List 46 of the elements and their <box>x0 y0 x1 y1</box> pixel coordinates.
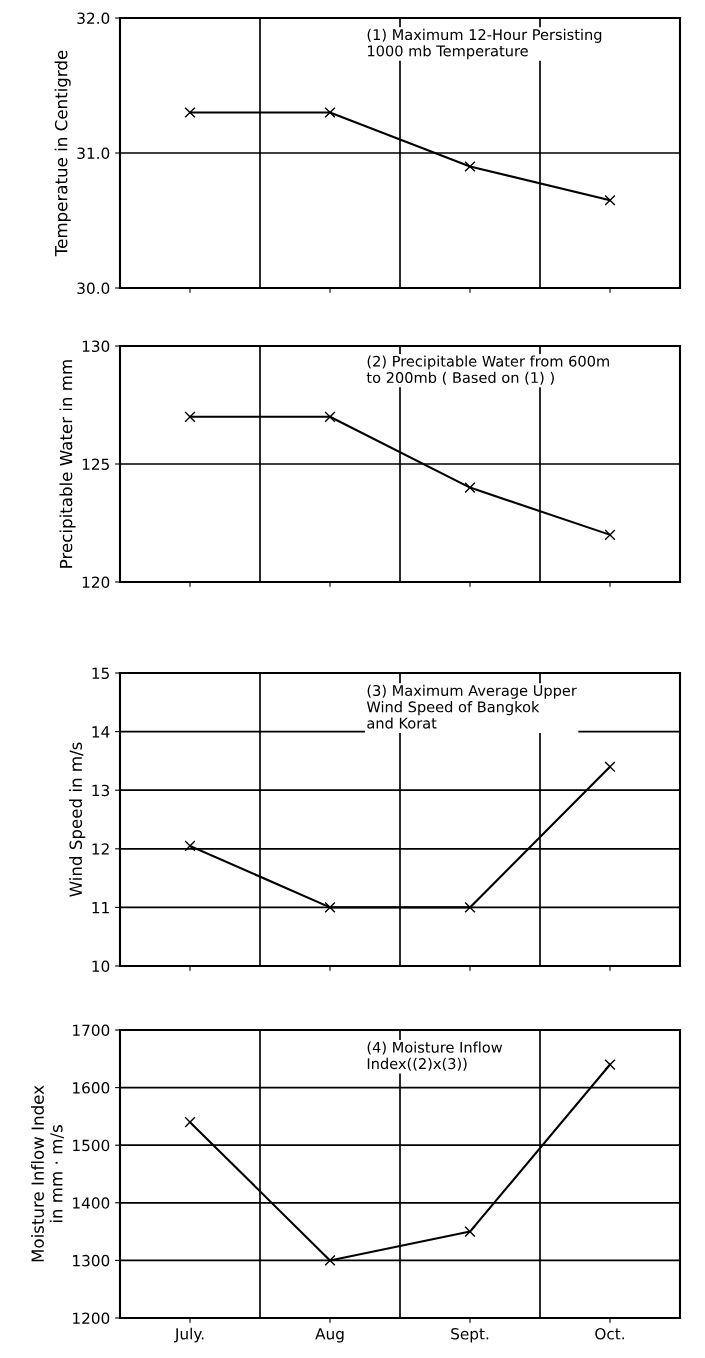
point <box>184 1116 196 1128</box>
annotation: (3) Maximum Average Upper Wind Speed of Bangkok and Korat <box>366 684 577 729</box>
y-axis-title: Moisture Inflow Index in mm · m/s <box>31 1085 64 1262</box>
y-tick-label: 1500 <box>73 1139 110 1152</box>
y-tick-label: 32.0 <box>77 12 110 25</box>
y-axis-title: Precipitable Water in mm <box>59 360 76 568</box>
y-tick-label: 12 <box>92 843 109 855</box>
point <box>184 106 196 119</box>
point <box>324 901 336 913</box>
point <box>604 1059 616 1071</box>
annotation: (4) Moisture Inflow Index((2)x(3)) <box>367 1041 503 1071</box>
y-axis-title: Temperatue in Centigrde <box>54 50 71 257</box>
y-tick-label: 1600 <box>73 1082 110 1094</box>
y-tick-label: 14 <box>92 726 110 738</box>
y-axis-title: Wind Speed in m/s <box>69 742 86 897</box>
y-tick-label: 30.0 <box>77 282 110 295</box>
point <box>604 761 616 773</box>
x-tick-label: Oct. <box>595 1327 624 1340</box>
x-tick-label: July. <box>174 1327 204 1343</box>
y-tick-label: 15 <box>92 667 109 680</box>
point <box>464 482 476 494</box>
y-tick-label: 1700 <box>73 1024 110 1037</box>
point <box>324 411 336 423</box>
y-tick-label: 130 <box>82 340 110 353</box>
point <box>604 194 616 206</box>
point <box>464 901 476 913</box>
point <box>464 160 476 173</box>
annotation: (1) Maximum 12-Hour Persisting 1000 mb Temperature <box>367 28 602 60</box>
point <box>184 411 196 423</box>
y-tick-label: 1300 <box>73 1254 110 1267</box>
y-tick-label: 10 <box>92 960 110 973</box>
x-tick-label: Sept. <box>451 1327 489 1343</box>
x-tick-label: Aug <box>315 1328 344 1343</box>
y-tick-label: 11 <box>92 902 109 914</box>
point <box>184 840 196 852</box>
point <box>464 1226 476 1238</box>
y-tick-label: 1400 <box>73 1197 110 1209</box>
y-tick-label: 120 <box>82 576 110 589</box>
y-tick-label: 125 <box>82 458 109 471</box>
y-tick-label: 1200 <box>73 1312 110 1325</box>
point <box>324 106 336 119</box>
y-tick-label: 31.0 <box>77 147 110 160</box>
y-tick-label: 13 <box>92 784 110 797</box>
annotation: (2) Precipitable Water from 600m to 200mb ( Based on (1) ) <box>366 355 609 385</box>
point <box>324 1254 336 1266</box>
point <box>604 529 616 541</box>
